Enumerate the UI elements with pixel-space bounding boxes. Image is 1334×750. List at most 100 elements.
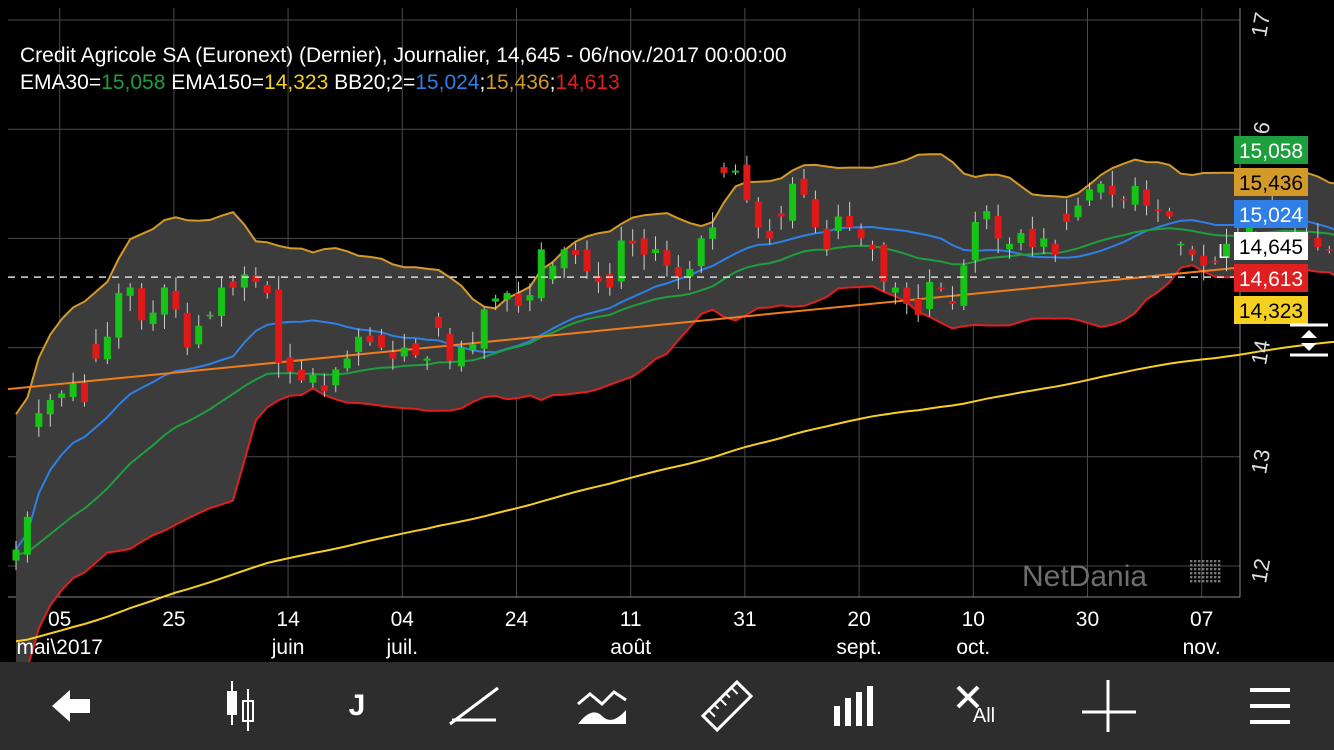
candle-body	[320, 385, 328, 392]
candle-body	[903, 287, 911, 304]
candle-body	[800, 178, 808, 195]
candle	[846, 201, 854, 232]
candle-body	[46, 400, 54, 415]
candle-body	[731, 170, 739, 173]
price-tag-label: 14,613	[1239, 268, 1303, 291]
x-tick-day: 30	[1076, 608, 1099, 631]
candle-body	[971, 222, 979, 261]
watermark-dot	[1198, 568, 1201, 571]
candle-body	[777, 213, 785, 217]
candle	[697, 235, 705, 274]
candle-body	[811, 199, 819, 228]
menu-button[interactable]	[1238, 674, 1302, 738]
candle	[69, 372, 77, 402]
candle-body	[606, 274, 614, 288]
ema30-label: EMA30=	[20, 71, 102, 94]
candle-body	[1097, 183, 1105, 193]
chart-type-button[interactable]	[208, 674, 272, 738]
candle-body	[560, 249, 568, 269]
bb-mid-value: 15,024	[415, 71, 480, 94]
candle-body	[617, 240, 625, 282]
chart-overlays: L NetDania	[1022, 241, 1328, 593]
watermark-dot	[1210, 580, 1213, 583]
candle	[514, 281, 522, 313]
back-button[interactable]	[40, 674, 104, 738]
watermark-dot	[1202, 576, 1205, 579]
watermark-dot	[1214, 576, 1217, 579]
candle	[503, 290, 511, 312]
candle	[446, 327, 454, 370]
candle-body	[1074, 205, 1082, 218]
candle	[46, 394, 54, 427]
ruler-icon	[700, 679, 754, 733]
bb-upper-line	[15, 153, 1334, 415]
candle	[811, 190, 819, 233]
chart-canvas[interactable]: 121314151617 05mai\20172514juin04juil.24…	[0, 0, 1334, 686]
scale-handle-icon[interactable]	[1290, 323, 1328, 357]
watermark-dot	[1190, 576, 1193, 579]
candle	[35, 399, 43, 437]
ema150-line	[15, 340, 1334, 643]
candle-body	[92, 344, 100, 359]
candle	[834, 204, 842, 240]
indicators-button[interactable]	[570, 674, 634, 738]
candle-body	[1177, 243, 1185, 246]
watermark-dot	[1206, 560, 1209, 563]
draw-trendline-button[interactable]	[442, 674, 506, 738]
measure-button[interactable]	[695, 674, 759, 738]
x-tick-day: 10	[962, 608, 985, 631]
candle-body	[1040, 238, 1048, 247]
price-tag-box	[1234, 296, 1308, 324]
watermark-dot	[1206, 568, 1209, 571]
candle	[869, 240, 876, 262]
candle-body	[846, 215, 854, 228]
period-label: J	[348, 689, 366, 722]
price-tag-ema150: 14,323	[1234, 296, 1308, 324]
candle	[469, 331, 477, 355]
candle-body	[218, 287, 226, 316]
candle	[412, 338, 420, 358]
delete-all-button[interactable]: All	[945, 674, 1009, 738]
price-tag-label: 15,436	[1239, 172, 1303, 195]
candle	[526, 283, 534, 312]
trendline-icon	[449, 686, 499, 726]
candle-body	[298, 369, 305, 381]
candle-body	[1143, 189, 1151, 206]
price-tag-label: 15,024	[1239, 204, 1304, 227]
volume-button[interactable]	[822, 674, 886, 738]
bb-label: BB20;2=	[328, 71, 416, 94]
bollinger-band-fill	[16, 154, 1334, 685]
candle-body	[572, 250, 580, 255]
candle-body	[1325, 249, 1333, 251]
candle	[218, 276, 226, 327]
last-price-marker: L	[1218, 241, 1229, 263]
price-chart[interactable]: 121314151617 05mai\20172514juin04juil.24…	[0, 0, 1334, 686]
candle	[983, 205, 991, 230]
period-button[interactable]: J	[325, 674, 389, 738]
crosshair-button[interactable]	[1076, 674, 1140, 738]
candle	[1028, 216, 1036, 257]
trend-line[interactable]	[7, 266, 1237, 391]
candle	[663, 240, 671, 277]
candlestick-icon	[227, 681, 254, 731]
candle-body	[446, 333, 454, 361]
watermark-dot	[1214, 564, 1217, 567]
instrument-title: Credit Agricole SA (Euronext) (Dernier),…	[20, 44, 787, 67]
watermark-dot	[1218, 568, 1221, 571]
candle-body	[275, 289, 283, 363]
candle-body	[492, 298, 500, 302]
volume-bars-icon	[834, 686, 873, 726]
watermark-dot	[1206, 580, 1209, 583]
watermark-dot	[1218, 576, 1221, 579]
watermark-dot	[1206, 564, 1209, 567]
candle-body	[138, 288, 146, 321]
candle	[754, 197, 762, 239]
candle-body	[514, 293, 522, 307]
price-tag-ema30: 15,058	[1234, 136, 1308, 164]
bottom-toolbar: J All	[0, 662, 1334, 750]
indicator-lines	[7, 153, 1334, 686]
candle-body	[435, 316, 443, 328]
price-tag-box	[1234, 264, 1308, 292]
watermark-dot	[1214, 568, 1217, 571]
candle	[1040, 228, 1048, 254]
